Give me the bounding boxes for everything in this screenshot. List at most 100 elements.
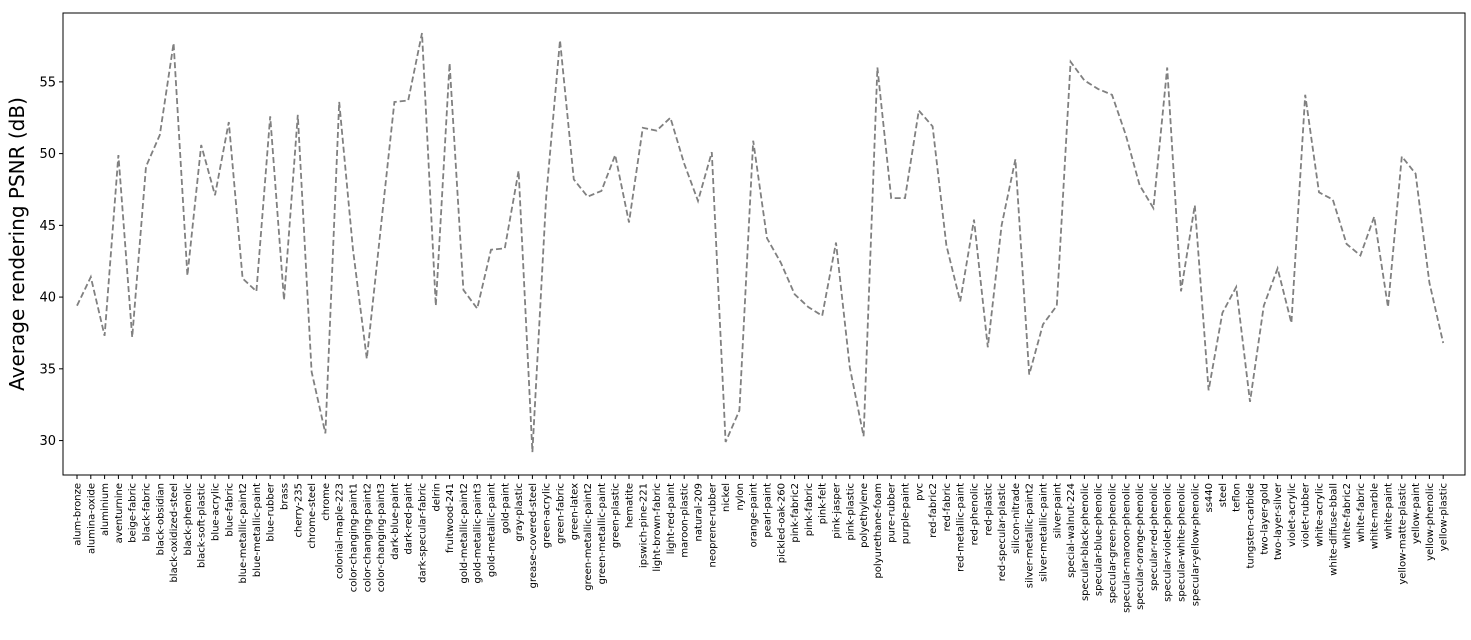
x-tick-label: steel <box>1218 483 1229 507</box>
x-tick-label: gray-plastic <box>514 483 525 542</box>
x-tick-label: white-marble <box>1370 483 1381 549</box>
x-tick-label: gold-metallic-paint <box>487 483 498 577</box>
x-tick-label: specular-red-phenolic <box>1149 483 1160 591</box>
x-tick-label: specular-green-phenolic <box>1108 483 1119 603</box>
y-tick-label: 50 <box>39 147 56 162</box>
x-tick-label: green-plastic <box>611 483 622 548</box>
x-tick-label: special-walnut-224 <box>1066 483 1077 578</box>
x-tick-label: maroon-plastic <box>680 483 691 558</box>
x-tick-label: gold-metallic-paint3 <box>473 483 484 583</box>
x-tick-label: black-phenolic <box>183 483 194 556</box>
x-tick-label: light-brown-fabric <box>652 483 663 572</box>
x-tick-label: white-diffuse-bball <box>1328 483 1339 576</box>
x-tick-label: yellow-matte-plastic <box>1397 483 1408 585</box>
x-tick-label: delrin <box>431 483 442 512</box>
y-axis-label: Average rendering PSNR (dB) <box>5 97 29 391</box>
x-tick-label: black-obsidian <box>155 483 166 555</box>
x-tick-label: yellow-phenolic <box>1425 483 1436 561</box>
x-tick-label: two-layer-silver <box>1273 482 1284 560</box>
x-tick-label: blue-metallic-paint <box>252 483 263 577</box>
x-tick-label: pink-plastic <box>845 483 856 541</box>
y-tick-label: 40 <box>39 291 56 306</box>
x-tick-label: specular-yellow-phenolic <box>1190 483 1201 606</box>
x-tick-label: blue-rubber <box>266 482 277 542</box>
x-tick-label: white-paint <box>1384 483 1395 540</box>
x-tick-label: color-changing-paint1 <box>349 483 360 592</box>
x-tick-label: orange-paint <box>749 483 760 547</box>
x-tick-label: neoprene-rubber <box>707 482 718 567</box>
x-tick-label: red-metallic-paint <box>956 483 967 572</box>
x-tick-label: green-metallic-paint <box>597 483 608 584</box>
x-tick-label: specular-white-phenolic <box>1177 483 1188 602</box>
plot-frame <box>62 12 1466 476</box>
x-tick-label: light-red-paint <box>666 483 677 554</box>
x-tick-label: silicon-nitrade <box>1011 483 1022 554</box>
x-tick-label: color-changing-paint2 <box>362 483 373 592</box>
x-tick-label: green-metallic-paint2 <box>583 483 594 591</box>
y-axis: 30 35 40 45 50 55 <box>39 75 63 449</box>
x-tick-label: black-oxidized-steel <box>169 483 180 583</box>
x-tick-label: blue-metallic-paint2 <box>238 483 249 583</box>
x-tick-label: gold-metallic-paint2 <box>459 483 470 583</box>
x-tick-label: cherry-235 <box>293 483 304 537</box>
x-tick-label: specular-violet-phenolic <box>1163 483 1174 602</box>
x-tick-label: black-soft-plastic <box>197 483 208 568</box>
x-tick-label: specular-maroon-phenolic <box>1121 483 1132 613</box>
x-tick-label: red-plastic <box>983 483 994 536</box>
x-tick-label: green-acrylic <box>542 483 553 548</box>
x-tick-label: tungsten-carbide <box>1246 483 1257 569</box>
x-tick-label: violet-acrylic <box>1287 483 1298 547</box>
x-tick-label: white-acrylic <box>1315 483 1326 547</box>
x-tick-label: blue-acrylic <box>211 483 222 541</box>
x-tick-label: blue-fabric <box>224 483 235 537</box>
x-tick-label: specular-black-phenolic <box>1080 483 1091 601</box>
x-tick-label: silver-metallic-paint <box>1039 483 1050 582</box>
x-tick-label: dark-blue-paint <box>390 483 401 560</box>
x-tick-label: aventurnine <box>114 483 125 543</box>
x-tick-label: red-fabric2 <box>928 483 939 538</box>
x-tick-label: pure-rubber <box>887 482 898 543</box>
x-tick-label: hematite <box>625 483 636 528</box>
x-tick-label: yellow-plastic <box>1439 483 1450 551</box>
x-tick-label: pink-fabric2 <box>790 483 801 543</box>
x-tick-label: chrome <box>321 483 332 521</box>
x-axis: alum-bronze alumina-oxide aluminium aventur… <box>73 475 1450 613</box>
x-tick-label: polyethylene <box>859 483 870 548</box>
y-tick-label: 30 <box>39 434 56 449</box>
x-tick-label: pickled-oak-260 <box>776 483 787 563</box>
x-tick-label: violet-rubber <box>1301 482 1312 548</box>
x-tick-label: dark-red-paint <box>404 483 415 555</box>
x-tick-label: two-layer-gold <box>1259 483 1270 555</box>
x-tick-label: teflon <box>1232 483 1243 512</box>
x-tick-label: green-latex <box>569 483 580 540</box>
x-tick-label: white-fabric2 <box>1342 483 1353 549</box>
x-tick-label: colonial-maple-223 <box>335 483 346 579</box>
x-tick-label: gold-paint <box>500 483 511 534</box>
x-tick-label: yellow-paint <box>1411 483 1422 544</box>
plot-area <box>62 12 1466 476</box>
series-line <box>76 32 1445 453</box>
x-tick-label: white-fabric <box>1356 483 1367 542</box>
y-tick-label: 55 <box>39 75 56 90</box>
x-tick-label: pearl-paint <box>763 483 774 538</box>
x-tick-label: beige-fabric <box>128 483 139 543</box>
x-tick-label: pvc <box>914 483 925 501</box>
x-tick-label: nickel <box>721 483 732 512</box>
x-tick-label: red-specular-plastic <box>997 483 1008 581</box>
x-tick-label: natural-209 <box>694 483 705 541</box>
x-tick-label: red-phenolic <box>970 483 981 545</box>
x-tick-label: fruitwood-241 <box>445 483 456 553</box>
x-tick-label: alumina-oxide <box>86 483 97 554</box>
x-tick-label: alum-bronze <box>73 483 84 546</box>
x-tick-label: brass <box>280 483 291 510</box>
x-tick-label: pink-fabric <box>804 483 815 536</box>
x-tick-label: silver-paint <box>1052 483 1063 539</box>
x-tick-label: dark-specular-fabric <box>418 483 429 583</box>
x-tick-label: polyurethane-foam <box>873 483 884 579</box>
x-tick-label: grease-covered-steel <box>528 483 539 588</box>
x-tick-label: aluminium <box>100 483 111 536</box>
x-tick-label: black-fabric <box>142 483 153 542</box>
x-tick-label: nylon <box>735 483 746 511</box>
x-tick-label: pink-felt <box>818 483 829 524</box>
